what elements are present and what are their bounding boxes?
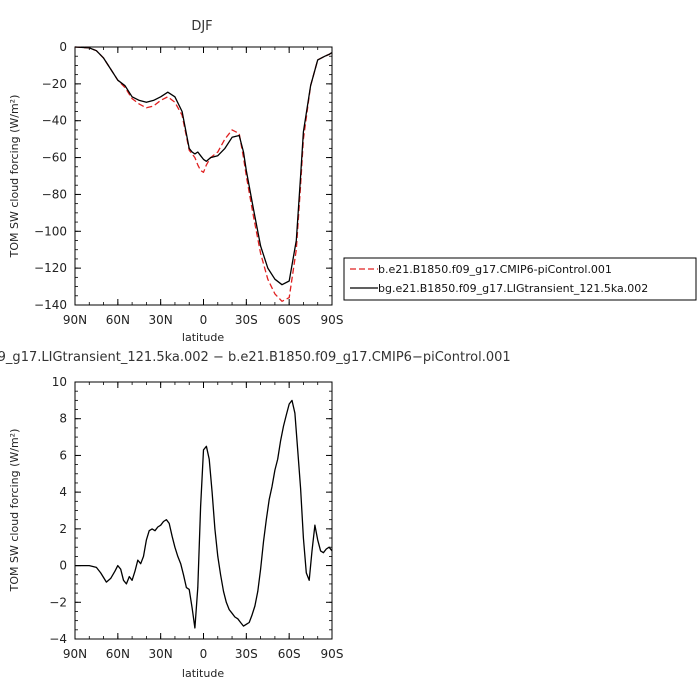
bottom-series-line-1 [75, 399, 333, 629]
top-x-tick-label: 90N [63, 313, 87, 327]
bottom-y-tick-labels: 10 8 6 4 2 0 −2 −4 [49, 375, 67, 646]
top-y-tick-label: −40 [42, 114, 67, 128]
top-x-axis-title: latitude [182, 331, 224, 344]
bottom-y-tick-label: 10 [52, 375, 67, 389]
bottom-panel: bg.e21.B1850.f09_g17.LIGtransient_121.5k… [0, 350, 511, 680]
top-y-tick-label: −80 [42, 187, 67, 201]
top-y-tick-label: −60 [42, 151, 67, 165]
legend-label-series-2: bg.e21.B1850.f09_g17.LIGtransient_121.5k… [378, 282, 648, 295]
top-y-tick-label: 0 [59, 40, 67, 54]
top-y-tick-label: −140 [34, 298, 67, 312]
top-panel: DJF 0 −20 −40 −60 −80 −100 −120 −140 90N 60N 30N 0… [8, 19, 343, 344]
top-y-tick-label: −100 [34, 224, 67, 238]
bottom-x-tick-labels: 90N 60N 30N 0 30S 60S 90S [63, 647, 344, 661]
top-x-tick-labels: 90N 60N 30N 0 30S 60S 90S [63, 313, 344, 327]
top-series-lines [74, 46, 333, 302]
bottom-y-tick-label: 8 [59, 412, 67, 426]
bottom-x-tick-label: 0 [200, 647, 208, 661]
bottom-x-tick-label: 30S [235, 647, 258, 661]
top-y-tick-label: −120 [34, 261, 67, 275]
top-y-tick-label: −20 [42, 77, 67, 91]
bottom-y-tick-label: 0 [59, 559, 67, 573]
top-x-tick-label: 60S [278, 313, 301, 327]
bottom-y-axis-title: TOM SW cloud forcing (W/m²) [8, 429, 21, 593]
bottom-x-tick-label: 60N [106, 647, 130, 661]
bottom-y-tick-label: 4 [59, 485, 67, 499]
top-axis-ticks [74, 46, 333, 306]
legend-box [343, 257, 697, 301]
bottom-x-tick-label: 90N [63, 647, 87, 661]
legend: b.e21.B1850.f09_g17.CMIP6-piControl.001 … [343, 257, 697, 301]
top-plot-frame [74, 46, 333, 306]
bottom-plot-frame [74, 381, 333, 640]
bottom-x-tick-label: 90S [321, 647, 344, 661]
top-x-tick-label: 0 [200, 313, 208, 327]
top-x-tick-label: 30S [235, 313, 258, 327]
bottom-y-tick-label: 6 [59, 448, 67, 462]
bottom-x-tick-label: 30N [149, 647, 173, 661]
top-y-tick-labels: 0 −20 −40 −60 −80 −100 −120 −140 [34, 40, 67, 312]
top-chart-title: DJF [191, 19, 212, 34]
top-y-axis-title: TOM SW cloud forcing (W/m²) [8, 95, 21, 259]
bottom-y-tick-label: −4 [49, 632, 67, 646]
top-series-line-1 [74, 46, 333, 302]
bottom-chart-title: bg.e21.B1850.f09_g17.LIGtransient_121.5k… [0, 350, 511, 365]
bottom-series-lines [75, 399, 333, 629]
top-x-tick-label: 60N [106, 313, 130, 327]
top-x-tick-label: 90S [321, 313, 344, 327]
bottom-y-tick-label: −2 [49, 595, 67, 609]
bottom-axis-ticks [74, 381, 333, 640]
bottom-x-tick-label: 60S [278, 647, 301, 661]
top-x-tick-label: 30N [149, 313, 173, 327]
bottom-y-tick-label: 2 [59, 522, 67, 536]
bottom-x-axis-title: latitude [182, 667, 224, 680]
top-series-line-2 [74, 46, 333, 286]
legend-label-series-1: b.e21.B1850.f09_g17.CMIP6-piControl.001 [378, 263, 612, 276]
